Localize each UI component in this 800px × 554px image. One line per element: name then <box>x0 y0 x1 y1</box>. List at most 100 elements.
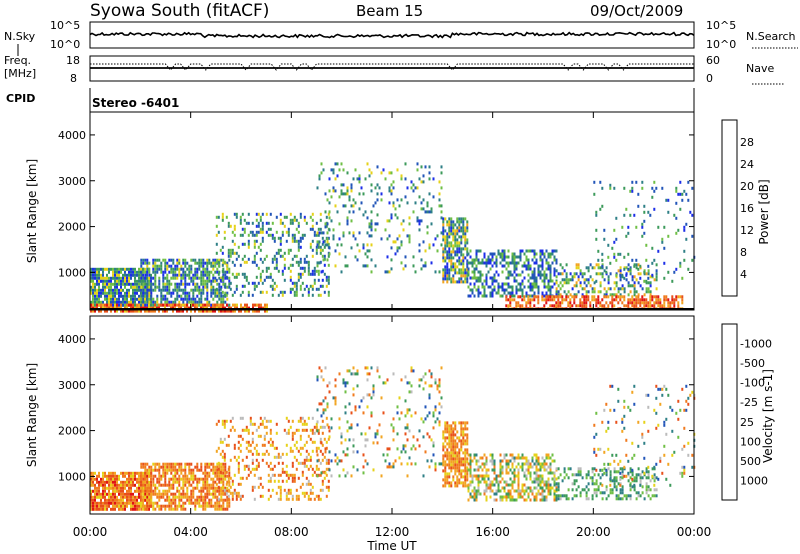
scatter-cell <box>625 207 628 211</box>
scatter-cell <box>505 453 508 457</box>
scatter-cell <box>226 480 229 484</box>
scatter-cell <box>511 462 514 466</box>
scatter-cell <box>607 295 610 299</box>
scatter-cell <box>332 189 335 193</box>
scatter-cell <box>561 278 564 282</box>
scatter-cell <box>446 481 449 485</box>
scatter-cell <box>128 309 130 313</box>
scatter-cell <box>180 297 183 301</box>
scatter-cell <box>505 498 508 502</box>
scatter-cell <box>368 249 371 253</box>
scatter-cell <box>291 419 294 423</box>
scatter-cell <box>485 258 488 262</box>
scatter-cell <box>521 270 524 274</box>
scatter-cell <box>583 272 586 276</box>
scatter-cell <box>228 504 231 508</box>
scatter-cell <box>293 431 296 435</box>
scatter-cell <box>194 282 197 286</box>
scatter-cell <box>156 264 159 268</box>
scatter-cell <box>219 440 222 444</box>
scatter-cell <box>541 258 544 262</box>
scatter-cell <box>637 192 640 196</box>
scatter-cell <box>291 476 294 480</box>
scatter-cell <box>404 426 407 430</box>
scatter-cell <box>186 309 188 313</box>
scatter-cell <box>396 249 399 253</box>
scatter-cell <box>661 240 664 244</box>
scatter-cell <box>334 378 337 382</box>
scatter-cell <box>473 495 476 499</box>
scatter-cell <box>384 177 387 181</box>
scatter-cell <box>641 225 644 229</box>
scatter-cell <box>307 494 310 498</box>
scatter-cell <box>473 282 476 286</box>
scatter-cell <box>320 402 323 406</box>
scatter-cell <box>279 473 282 477</box>
scatter-cell <box>208 486 211 490</box>
scatter-cell <box>440 204 443 208</box>
scatter-cell <box>142 291 145 295</box>
scatter-cell <box>263 434 266 438</box>
scatter-cell <box>428 243 431 247</box>
scatter-cell <box>475 276 478 280</box>
scatter-cell <box>477 480 480 484</box>
scatter-cell <box>261 224 264 228</box>
scatter-cell <box>464 451 467 455</box>
scatter-cell <box>283 290 286 294</box>
scatter-cell <box>136 270 138 274</box>
scatter-cell <box>593 298 596 302</box>
scatter-cell <box>216 258 219 262</box>
scatter-cell <box>136 288 138 292</box>
scatter-cell <box>130 474 132 478</box>
scatter-cell <box>493 276 496 280</box>
scatter-cell <box>460 220 463 224</box>
scatter-cell <box>619 278 622 282</box>
scatter-cell <box>204 465 207 469</box>
scatter-cell <box>458 229 461 233</box>
scatter-cell <box>303 458 306 462</box>
freq-left-tick-top: 18 <box>66 54 80 67</box>
scatter-cell <box>615 273 618 277</box>
scatter-cell <box>430 222 433 226</box>
scatter-cell <box>583 278 586 282</box>
scatter-cell <box>178 267 181 271</box>
scatter-cell <box>106 477 108 481</box>
scatter-cell <box>132 507 134 511</box>
scatter-cell <box>452 466 455 470</box>
scatter-cell <box>164 462 167 466</box>
scatter-cell <box>108 483 110 487</box>
scatter-cell <box>313 281 316 285</box>
scatter-cell <box>501 249 504 253</box>
scatter-cell <box>152 258 155 262</box>
scatter-cell <box>412 183 415 187</box>
scatter-cell <box>146 291 149 295</box>
scatter-cell <box>517 471 520 475</box>
scatter-cell <box>665 198 668 202</box>
scatter-cell <box>390 465 393 469</box>
scatter-cell <box>322 231 325 235</box>
scatter-cell <box>285 494 288 498</box>
scatter-cell <box>144 480 147 484</box>
scatter-cell <box>146 282 149 286</box>
scatter-cell <box>128 303 130 307</box>
scatter-cell <box>225 263 228 267</box>
scatter-cell <box>382 168 385 172</box>
scatter-cell <box>156 303 159 307</box>
scatter-cell <box>126 480 128 484</box>
scatter-cell <box>277 236 280 240</box>
scatter-cell <box>428 465 431 469</box>
scatter-cell <box>649 293 652 297</box>
scatter-cell <box>158 480 161 484</box>
scatter-cell <box>271 284 274 288</box>
scatter-cell <box>464 217 467 221</box>
scatter-cell <box>342 183 345 187</box>
scatter-cell <box>110 267 112 271</box>
scatter-cell <box>358 249 361 253</box>
scatter-cell <box>531 270 534 274</box>
noise-right-tick-top: 10^5 <box>706 19 736 32</box>
scatter-cell <box>428 384 431 388</box>
scatter-cell <box>563 269 566 273</box>
scatter-cell <box>182 492 185 496</box>
scatter-cell <box>346 264 349 268</box>
